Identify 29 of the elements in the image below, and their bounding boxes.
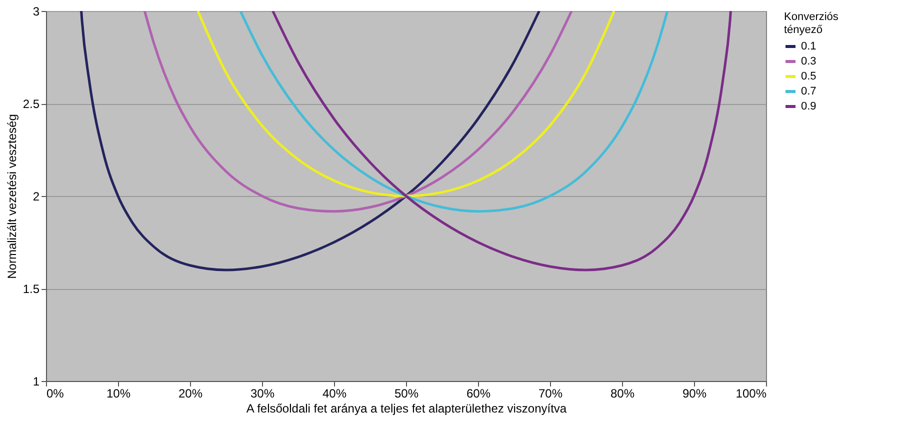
legend-label: 0.1 bbox=[801, 40, 816, 52]
line-series bbox=[80, 11, 540, 272]
legend-label: 0.3 bbox=[801, 56, 816, 68]
y-tick-label: 2 bbox=[32, 190, 40, 204]
y-axis-title: Normalizált vezetési veszteség bbox=[4, 114, 19, 279]
legend-label: 0.5 bbox=[801, 70, 816, 82]
y-tick-label: 1.5 bbox=[22, 282, 40, 296]
x-tick-label: 100% bbox=[736, 386, 767, 400]
x-tick-label: 70% bbox=[538, 386, 563, 400]
x-tick-label: 40% bbox=[322, 386, 347, 400]
x-tick-label: 10% bbox=[106, 386, 131, 400]
x-tick-label: 30% bbox=[250, 386, 275, 400]
x-tick-label: 60% bbox=[466, 386, 491, 400]
x-tick-label: 90% bbox=[682, 386, 707, 400]
x-tick-label: 80% bbox=[610, 386, 635, 400]
y-tick-label: 3 bbox=[32, 4, 40, 18]
line-series bbox=[239, 11, 669, 213]
legend-title: Konverziós tényező bbox=[784, 11, 839, 36]
x-axis-title: A felsőoldali fet aránya a teljes fet alapterülethez viszonyítva bbox=[246, 402, 567, 416]
line-series bbox=[196, 11, 616, 198]
x-tick-label: 50% bbox=[394, 386, 419, 400]
legend-label: 0.9 bbox=[801, 100, 816, 112]
legend-label: 0.7 bbox=[801, 86, 816, 98]
x-tick-label: 20% bbox=[178, 386, 203, 400]
y-tick-label: 1 bbox=[32, 374, 40, 388]
y-tick-label: 2.5 bbox=[22, 97, 40, 111]
x-tick-label: 0% bbox=[46, 386, 64, 400]
line-series bbox=[143, 11, 573, 213]
line-series bbox=[272, 11, 732, 272]
